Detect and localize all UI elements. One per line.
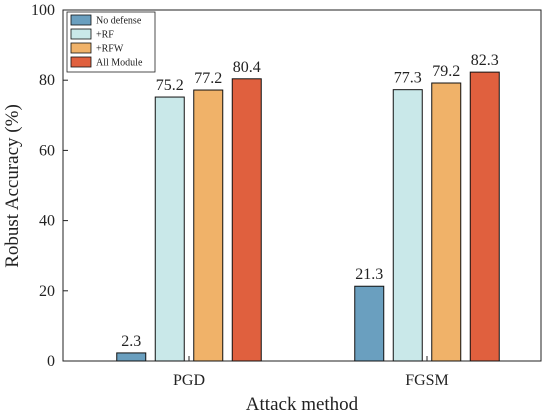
legend-label: +RFW: [96, 44, 124, 55]
y-axis-title: Robust Accuracy (%): [2, 104, 23, 268]
y-tick-label: 60: [39, 142, 55, 159]
y-tick-label: 0: [47, 353, 55, 370]
data-label: 77.3: [394, 70, 422, 87]
bar-fgsm-1: [392, 89, 423, 362]
legend-label: +RF: [96, 30, 114, 41]
y-tick-label: 20: [39, 283, 55, 300]
x-axis-title: Attack method: [246, 394, 359, 415]
bar-pgd-0: [116, 352, 147, 362]
x-axis: PGD FGSM: [173, 356, 449, 389]
x-tick-label: FGSM: [405, 372, 449, 389]
data-label: 82.3: [471, 52, 499, 69]
bar-pgd-1: [154, 96, 185, 362]
data-label: 2.3: [121, 333, 141, 350]
legend-swatch: [70, 42, 92, 54]
bar-fgsm-0: [354, 285, 385, 362]
legend-swatch: [70, 14, 92, 26]
y-tick-label: 80: [39, 72, 55, 89]
data-label: 77.2: [194, 70, 222, 87]
bars: [116, 71, 500, 362]
y-tick-label: 100: [31, 2, 55, 19]
legend-swatch: [70, 56, 92, 68]
legend-label: No defense: [96, 16, 142, 27]
bar-pgd-3: [231, 78, 262, 362]
legend-label: All Module: [96, 58, 143, 69]
data-label: 80.4: [233, 59, 261, 76]
bar-fgsm-3: [469, 71, 500, 362]
data-label: 75.2: [156, 77, 184, 94]
legend-swatch: [70, 28, 92, 40]
y-tick-label: 40: [39, 213, 55, 230]
bar-fgsm-2: [431, 82, 462, 362]
x-tick-label: PGD: [173, 372, 205, 389]
data-label: 21.3: [355, 266, 383, 283]
bar-pgd-2: [193, 89, 224, 362]
y-axis: 0 20 40 60 80 100: [31, 2, 68, 370]
legend: No defense +RF +RFW All Module: [66, 11, 156, 73]
data-label: 79.2: [432, 63, 460, 80]
plot-frame: [62, 9, 542, 362]
data-labels: 2.3 75.2 77.2 80.4 21.3 77.3 79.2 82.3: [121, 52, 499, 350]
